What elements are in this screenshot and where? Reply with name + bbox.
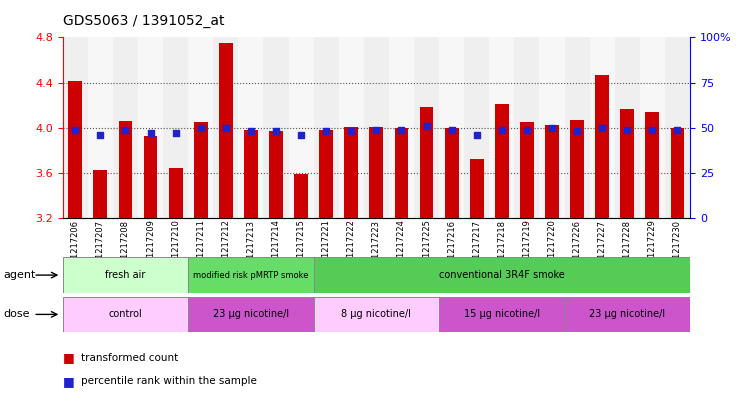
Bar xyxy=(88,37,113,218)
Point xyxy=(245,128,257,134)
Bar xyxy=(339,37,364,218)
Bar xyxy=(188,257,314,293)
Point xyxy=(370,127,382,133)
Bar xyxy=(238,37,263,218)
Bar xyxy=(420,107,433,218)
Bar xyxy=(345,127,358,218)
Point xyxy=(345,128,357,134)
Point xyxy=(621,127,633,133)
Text: fresh air: fresh air xyxy=(106,270,145,280)
Bar xyxy=(188,37,213,218)
Bar xyxy=(63,37,88,218)
Bar xyxy=(671,128,684,218)
Text: percentile rank within the sample: percentile rank within the sample xyxy=(81,376,257,386)
Text: 8 µg nicotine/l: 8 µg nicotine/l xyxy=(342,309,411,320)
Bar xyxy=(364,37,389,218)
Point xyxy=(170,130,182,136)
Bar xyxy=(63,297,188,332)
Bar xyxy=(244,130,258,218)
Text: agent: agent xyxy=(4,270,36,280)
Bar xyxy=(615,37,640,218)
Bar xyxy=(596,75,609,218)
Bar xyxy=(565,297,690,332)
Text: conventional 3R4F smoke: conventional 3R4F smoke xyxy=(439,270,565,280)
Bar xyxy=(138,37,163,218)
Bar xyxy=(621,108,634,218)
Bar xyxy=(445,128,458,218)
Bar xyxy=(640,37,665,218)
Point xyxy=(120,127,131,133)
Bar xyxy=(370,127,383,218)
Point xyxy=(220,125,232,131)
Bar xyxy=(169,168,182,218)
Bar xyxy=(69,81,82,218)
Bar xyxy=(590,37,615,218)
Bar xyxy=(539,37,565,218)
Bar xyxy=(646,112,659,218)
Bar xyxy=(94,169,107,218)
Bar xyxy=(439,297,565,332)
Point xyxy=(546,125,558,131)
Bar xyxy=(439,37,464,218)
Point xyxy=(396,127,407,133)
Bar xyxy=(470,159,483,218)
Text: transformed count: transformed count xyxy=(81,353,179,363)
Bar xyxy=(665,37,690,218)
Bar xyxy=(119,121,132,218)
Point xyxy=(672,127,683,133)
Point xyxy=(421,123,432,129)
Bar xyxy=(163,37,188,218)
Bar xyxy=(294,174,308,218)
Point xyxy=(471,132,483,138)
Point xyxy=(596,125,608,131)
Point xyxy=(571,128,583,134)
Bar xyxy=(144,136,157,218)
Text: 23 µg nicotine/l: 23 µg nicotine/l xyxy=(589,309,666,320)
Point xyxy=(646,127,658,133)
Bar xyxy=(113,37,138,218)
Point xyxy=(94,132,106,138)
Bar xyxy=(314,257,690,293)
Bar xyxy=(289,37,314,218)
Bar xyxy=(389,37,414,218)
Bar xyxy=(489,37,514,218)
Bar xyxy=(464,37,489,218)
Bar xyxy=(395,128,408,218)
Bar xyxy=(194,122,207,218)
Text: modified risk pMRTP smoke: modified risk pMRTP smoke xyxy=(193,271,308,279)
Point xyxy=(295,132,307,138)
Text: dose: dose xyxy=(4,309,30,320)
Bar xyxy=(314,37,339,218)
Bar xyxy=(520,122,534,218)
Bar xyxy=(269,131,283,218)
Text: ■: ■ xyxy=(63,351,75,364)
Point xyxy=(521,127,533,133)
Text: ■: ■ xyxy=(63,375,75,388)
Point xyxy=(496,127,508,133)
Point xyxy=(145,130,156,136)
Bar xyxy=(219,43,232,218)
Text: control: control xyxy=(108,309,142,320)
Bar xyxy=(414,37,439,218)
Bar xyxy=(495,104,508,218)
Bar xyxy=(545,125,559,218)
Point xyxy=(320,128,332,134)
Text: 23 µg nicotine/l: 23 µg nicotine/l xyxy=(213,309,289,320)
Bar xyxy=(188,297,314,332)
Text: 15 µg nicotine/l: 15 µg nicotine/l xyxy=(463,309,540,320)
Point xyxy=(69,127,81,133)
Bar xyxy=(565,37,590,218)
Bar xyxy=(63,257,188,293)
Point xyxy=(270,128,282,134)
Bar xyxy=(570,120,584,218)
Text: GDS5063 / 1391052_at: GDS5063 / 1391052_at xyxy=(63,14,224,28)
Bar xyxy=(320,130,333,218)
Point xyxy=(195,125,207,131)
Bar xyxy=(263,37,289,218)
Bar xyxy=(213,37,238,218)
Bar xyxy=(314,297,439,332)
Point xyxy=(446,127,458,133)
Bar xyxy=(514,37,539,218)
